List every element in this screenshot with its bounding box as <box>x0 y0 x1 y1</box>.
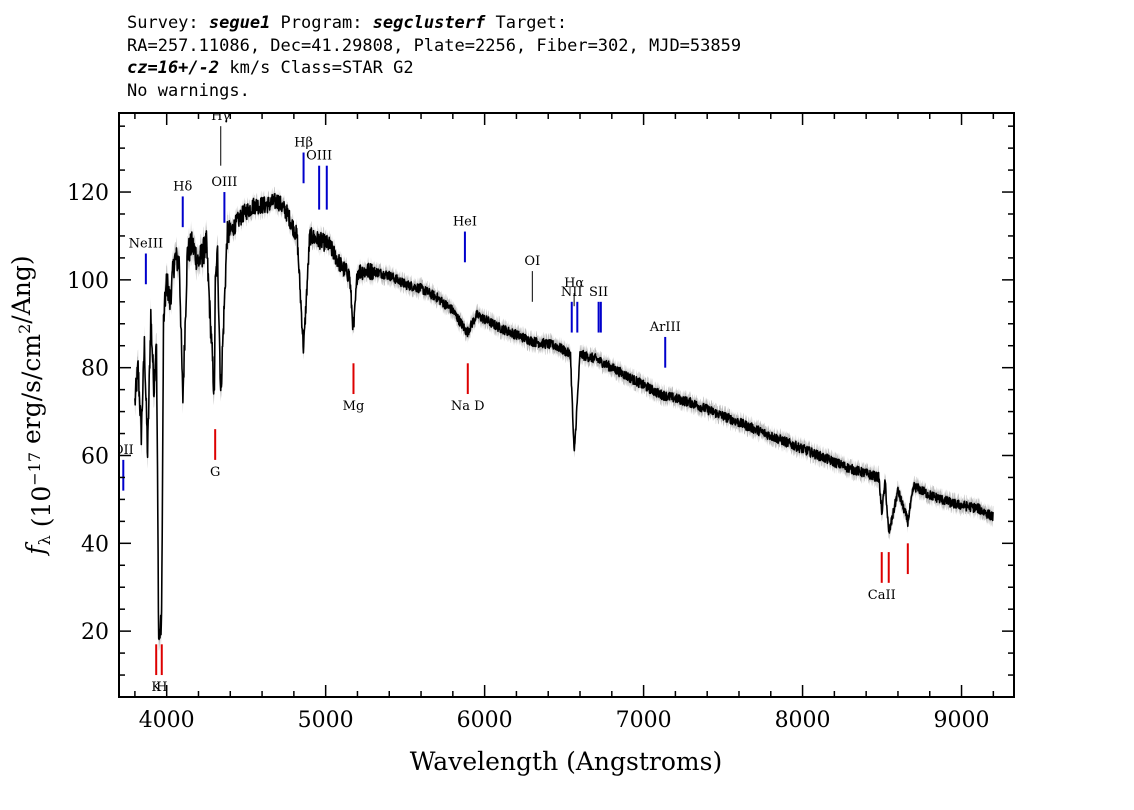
y-tick-label: 40 <box>81 532 109 557</box>
y-tick-label: 20 <box>81 620 109 645</box>
emission-line-label: OII <box>113 443 134 458</box>
survey-prefix: Survey: <box>127 13 209 33</box>
emission-line-label: OIII <box>306 149 332 164</box>
emission-line-label: NII <box>561 285 583 300</box>
x-tick-label: 5000 <box>298 708 354 733</box>
x-tick-label: 7000 <box>616 708 672 733</box>
y-axis-title: fλ (10−17 erg/s/cm2/Ang) <box>7 255 56 556</box>
emission-line-label: Hδ <box>173 179 192 194</box>
y-tick-label: 100 <box>67 269 109 294</box>
y-tick-label: 60 <box>81 444 109 469</box>
survey-name: segue1 <box>208 13 271 33</box>
absorption-line-label: Mg <box>343 399 365 414</box>
x-tick-label: 4000 <box>139 708 195 733</box>
emission-line-label: SII <box>589 285 608 300</box>
emission-line-label: NeIII <box>129 237 163 252</box>
y-tick-label: 80 <box>81 357 109 382</box>
y-tick-label: 120 <box>67 181 109 206</box>
emission-line-label: Hβ <box>294 136 313 151</box>
header-line-1: Survey: segue1 Program: segclusterf Targ… <box>127 12 741 35</box>
y-axis-title-part: erg/s/cm <box>17 334 46 452</box>
emission-line-label: HeI <box>453 215 477 230</box>
y-axis-title-part: (10 <box>27 486 56 536</box>
thin-line-label: OI <box>524 254 540 269</box>
y-axis-title-part: f <box>21 542 50 557</box>
class-info: km/s Class=STAR G2 <box>219 58 414 78</box>
thin-line-label: Hα <box>564 276 584 291</box>
y-axis-title-part: /Ang) <box>7 255 36 323</box>
header-line-4: No warnings. <box>127 80 250 101</box>
spectrum-line <box>134 193 995 641</box>
absorption-line-label: CaII <box>868 588 896 603</box>
emission-line-label: OIII <box>211 175 237 190</box>
program-prefix: Program: <box>270 13 373 33</box>
x-tick-label: 9000 <box>934 708 990 733</box>
redshift-value: cz=16+/-2 <box>127 58 220 78</box>
absorption-line-label: K <box>151 680 161 695</box>
program-name: segclusterf <box>372 13 486 33</box>
absorption-line-label: G <box>210 465 220 480</box>
header-line-3: cz=16+/-2 km/s Class=STAR G2 <box>127 57 741 80</box>
thin-line-label: Hγ <box>211 109 230 124</box>
emission-line-label: ArIII <box>649 320 681 335</box>
y-axis-title-part: λ <box>35 535 54 545</box>
x-axis-title: Wavelength (Angstroms) <box>410 747 722 776</box>
absorption-line-label: Na D <box>451 399 485 414</box>
spectrum-header: Survey: segue1 Program: segclusterf Targ… <box>127 12 741 102</box>
plot-frame <box>118 112 1015 698</box>
target-label: Target: <box>485 13 568 33</box>
header-line-2: RA=257.11086, Dec=41.29808, Plate=2256, … <box>127 35 742 56</box>
axis-ticks <box>119 113 1014 697</box>
x-tick-label: 8000 <box>775 708 831 733</box>
x-tick-label: 6000 <box>457 708 513 733</box>
y-axis-title-part: −17 <box>25 452 44 486</box>
y-axis-title-part: 2 <box>15 324 34 334</box>
error-band <box>134 186 994 651</box>
tick-labels: 4000 5000 6000 7000 8000 9000 20 40 60 80 100 120 <box>67 181 990 733</box>
absorption-line-label: H <box>156 680 167 695</box>
